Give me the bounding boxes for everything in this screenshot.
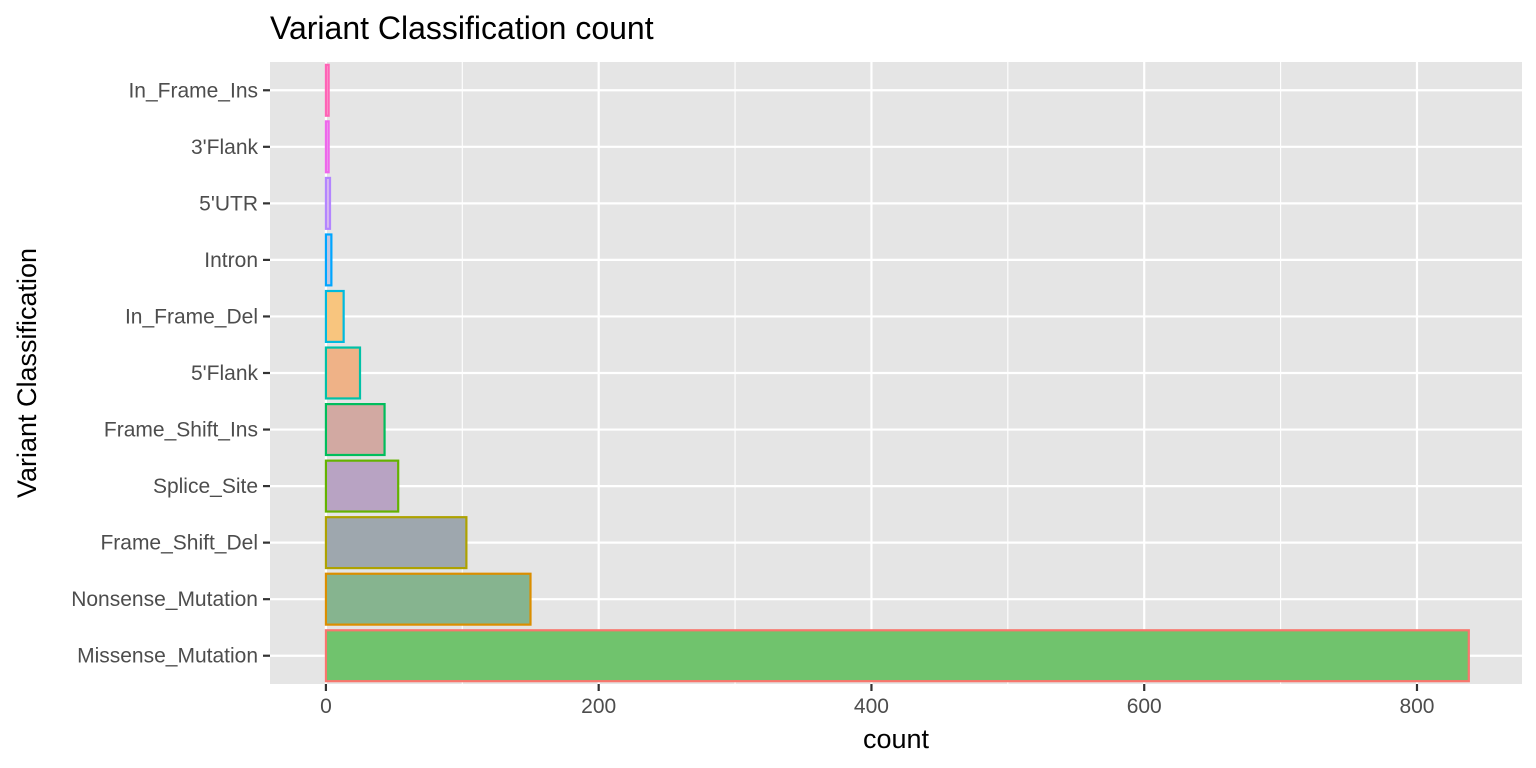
y-tick-label: 5'Flank [191, 362, 259, 385]
y-tick-label: Nonsense_Mutation [71, 588, 258, 611]
bar [324, 289, 345, 344]
y-tick-label: In_Frame_Ins [128, 79, 258, 102]
bar [324, 176, 332, 230]
chart-title: Variant Classification count [270, 10, 654, 46]
x-tick-label: 800 [1399, 695, 1434, 718]
bar [324, 572, 532, 626]
y-tick-label: Frame_Shift_Del [100, 532, 258, 555]
x-tick-label: 0 [320, 695, 332, 718]
bar [324, 403, 386, 457]
bar [324, 233, 333, 287]
y-tick-label: 3'Flank [191, 136, 259, 159]
y-tick-label: Frame_Shift_Ins [104, 419, 258, 442]
y-tick-label: 5'UTR [199, 192, 258, 215]
x-tick-label: 400 [854, 695, 889, 718]
x-axis: 0 200 400 600 800 [320, 684, 1435, 718]
y-tick-label: In_Frame_Del [125, 305, 258, 328]
y-tick-label: Intron [204, 249, 258, 272]
y-tick-label: Missense_Mutation [77, 645, 258, 668]
y-axis: Missense_Mutation Nonsense_Mutation Frame_… [71, 79, 270, 668]
y-axis-title: Variant Classification [12, 248, 42, 498]
bar [324, 459, 400, 513]
bar [324, 516, 468, 570]
y-tick-label: Splice_Site [153, 475, 258, 498]
bars [324, 63, 1470, 683]
bar [324, 63, 330, 117]
x-axis-title: count [863, 724, 930, 754]
bar [324, 120, 330, 174]
x-tick-label: 200 [581, 695, 616, 718]
x-tick-label: 600 [1127, 695, 1162, 718]
bar [324, 346, 362, 400]
bar [324, 629, 1470, 683]
